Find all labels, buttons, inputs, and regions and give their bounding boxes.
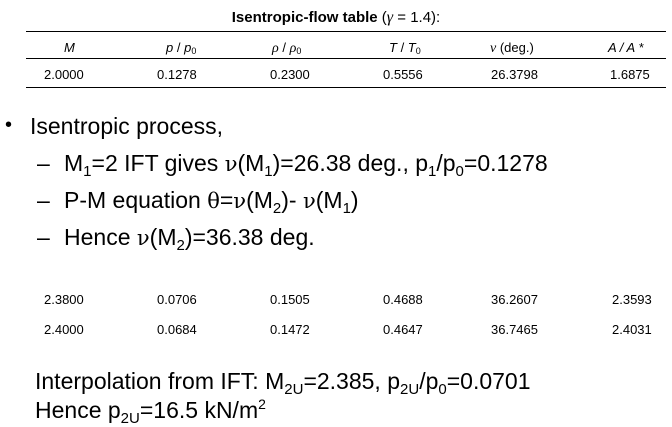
table-cell: 2.3593 bbox=[612, 292, 652, 307]
table-cell: 0.5556 bbox=[383, 67, 423, 82]
table-cell: 0.4647 bbox=[383, 322, 423, 337]
table-cell: 2.4000 bbox=[44, 322, 84, 337]
table-cell: 0.2300 bbox=[270, 67, 310, 82]
table-top-rule bbox=[26, 31, 666, 32]
sub-dash: – bbox=[37, 187, 50, 213]
table-cell: 2.0000 bbox=[44, 67, 84, 82]
sub-dash: – bbox=[37, 224, 50, 250]
table-cell: 0.1278 bbox=[157, 67, 197, 82]
hence-pressure-line: Hence p2U=16.5 kN/m2 bbox=[35, 396, 266, 427]
header-nu: ν (deg.) bbox=[490, 40, 534, 56]
table-cell: 2.3800 bbox=[44, 292, 84, 307]
table-cell: 0.4688 bbox=[383, 292, 423, 307]
table-cell: 1.6875 bbox=[610, 67, 650, 82]
header-p-ratio: p / p0 bbox=[166, 40, 197, 56]
table-cell: 36.7465 bbox=[491, 322, 538, 337]
table-header-rule bbox=[26, 58, 666, 59]
interpolation-line: Interpolation from IFT: M2U=2.385, p2U/p… bbox=[35, 368, 531, 398]
table-cell: 36.2607 bbox=[491, 292, 538, 307]
table-title: Isentropic-flow table (γ = 1.4): bbox=[231, 9, 441, 26]
bullet-marker: • bbox=[5, 114, 13, 136]
header-rho-ratio: ρ / ρ0 bbox=[272, 40, 302, 56]
sub-bullet-1: M1=2 IFT gives ν(M1)=26.38 deg., p1/p0=0… bbox=[64, 150, 548, 180]
sub-dash: – bbox=[37, 150, 50, 176]
table-cell: 0.1472 bbox=[270, 322, 310, 337]
table-cell: 0.0684 bbox=[157, 322, 197, 337]
header-a-ratio: A / A * bbox=[608, 40, 644, 55]
table-cell: 0.1505 bbox=[270, 292, 310, 307]
table-bottom-rule bbox=[26, 87, 666, 88]
header-m: M bbox=[64, 40, 75, 55]
table-cell: 0.0706 bbox=[157, 292, 197, 307]
sub-bullet-3: Hence ν(M2)=36.38 deg. bbox=[64, 224, 315, 254]
bullet-text: Isentropic process, bbox=[30, 113, 224, 139]
table-cell: 26.3798 bbox=[491, 67, 538, 82]
gamma-symbol: γ bbox=[386, 9, 394, 26]
table-cell: 2.4031 bbox=[612, 322, 652, 337]
sub-bullet-2: P-M equation θ=ν(M2)- ν(M1) bbox=[64, 187, 359, 217]
header-t-ratio: T / T0 bbox=[389, 40, 421, 56]
